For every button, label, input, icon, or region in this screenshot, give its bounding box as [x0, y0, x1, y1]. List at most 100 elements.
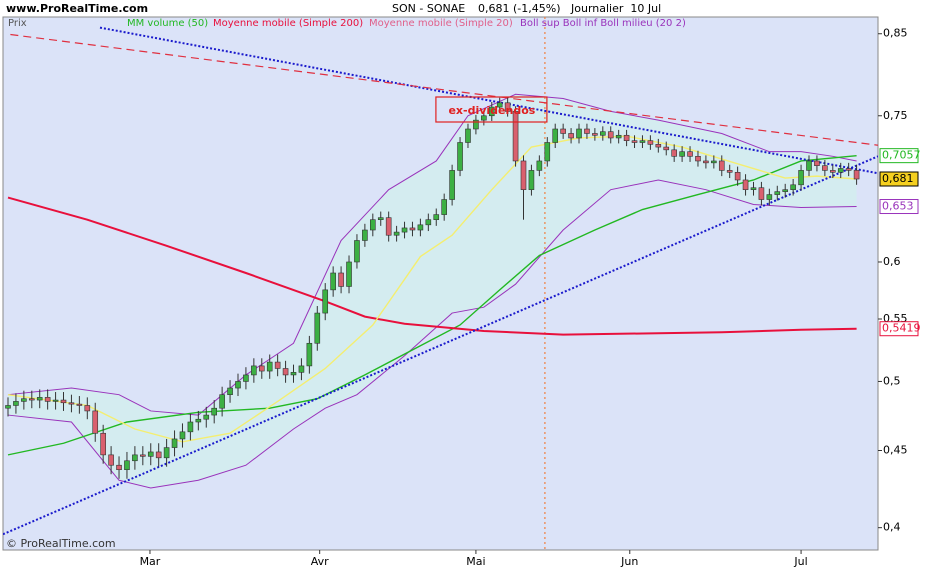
candle-body [496, 102, 503, 108]
period: Journalier 10 Jul [570, 2, 661, 15]
candle-body [766, 194, 773, 200]
last-value-label: 0,5419 [882, 322, 921, 335]
candle-body [266, 361, 273, 372]
candle-body [528, 170, 535, 190]
candle-body [853, 170, 860, 180]
plot-layer [3, 17, 878, 550]
candle-body [623, 134, 630, 141]
last-value-label: 0,681 [882, 172, 914, 185]
annotation-label: ex-dividendos [448, 104, 535, 117]
y-tick-label: 0,75 [883, 109, 908, 122]
last-value-label: 0,653 [882, 200, 914, 213]
candle-body [52, 399, 59, 402]
candle-body [211, 407, 217, 416]
x-tick-label: Jul [793, 555, 807, 568]
candle-body [5, 405, 11, 409]
candle-body [251, 365, 257, 376]
candle-body [84, 405, 91, 412]
candle-body [679, 151, 685, 157]
candle-body [584, 128, 590, 134]
last-value-label: 0,7057 [882, 149, 921, 162]
candle-body [829, 170, 836, 173]
candle-body [116, 464, 122, 471]
bollinger-upper [7, 93, 857, 416]
candle-body [600, 131, 606, 136]
bollinger-fill [7, 94, 857, 488]
candle-body [576, 128, 582, 139]
candle-body [473, 119, 479, 130]
candle-body [338, 272, 344, 287]
candle-body [306, 342, 313, 367]
candle-body [322, 289, 329, 314]
candle-body [36, 397, 43, 401]
last-value-box [879, 148, 919, 164]
candle-body [639, 140, 646, 143]
candle-body [219, 394, 225, 409]
last-value-box [879, 321, 919, 337]
candle-body [235, 381, 241, 389]
candle-body [124, 460, 130, 471]
candle-body [750, 187, 757, 190]
candle-body [163, 447, 170, 459]
candle-body [377, 217, 384, 220]
candle-body [520, 160, 527, 190]
candle-body [155, 451, 162, 459]
candle-body [179, 431, 186, 440]
candle-body [758, 187, 765, 200]
candle-body [290, 372, 297, 376]
candle-body [425, 219, 432, 226]
candle-body [615, 134, 622, 139]
candle-body [512, 111, 519, 162]
candle-body [822, 165, 828, 171]
candle-body [718, 160, 725, 171]
candle-body [536, 160, 543, 171]
legend-entry: Moyenne mobile (Simple 20) [369, 18, 513, 29]
x-tick-label: Avr [311, 555, 329, 568]
candle-body [60, 399, 67, 404]
legend-entry: Boll sup Boll inf Boll milieu (20 2) [520, 18, 686, 29]
candle-body [195, 418, 202, 423]
y-tick-label: 0,6 [883, 255, 901, 268]
candle-body [330, 272, 336, 291]
candle-body [544, 142, 551, 162]
candle-body [671, 149, 677, 157]
y-tick-label: 0,4 [883, 521, 901, 534]
annotation-box [435, 96, 548, 123]
candle-body [465, 128, 471, 143]
candle-body [734, 172, 741, 181]
candle-body [790, 184, 796, 190]
quote: 0,681 (-1,45%) [478, 2, 560, 15]
candle-body [385, 217, 392, 236]
candle-body [607, 131, 614, 139]
candle-body [108, 454, 114, 466]
x-tick-label: Mai [466, 555, 485, 568]
candle-body [21, 398, 27, 402]
candle-body [449, 170, 455, 200]
candle-body [837, 168, 844, 173]
candle-body [774, 191, 781, 195]
candle-body [687, 151, 693, 157]
candle-body [481, 115, 487, 121]
candle-body [76, 403, 83, 406]
candle-body [393, 231, 400, 236]
legend-entry: Moyenne mobile (Simple 200) [213, 18, 363, 29]
candle-body [354, 240, 360, 263]
indicator-line [7, 196, 857, 336]
site-name: www.ProRealTime.com [6, 2, 148, 15]
candle-body [631, 140, 638, 143]
candle-body [457, 142, 463, 171]
candle-body [655, 144, 662, 148]
candle-body [560, 128, 566, 134]
candle-body [227, 387, 233, 395]
candle-body [243, 374, 249, 382]
last-value-box [879, 171, 919, 187]
x-tick-label: Mar [140, 555, 161, 568]
candle-body [298, 365, 305, 373]
candle-body [147, 451, 154, 457]
candle-body [592, 133, 598, 136]
candle-body [258, 365, 265, 372]
candle-body [92, 410, 99, 434]
candle-body [417, 224, 424, 231]
candle-body [441, 199, 447, 215]
